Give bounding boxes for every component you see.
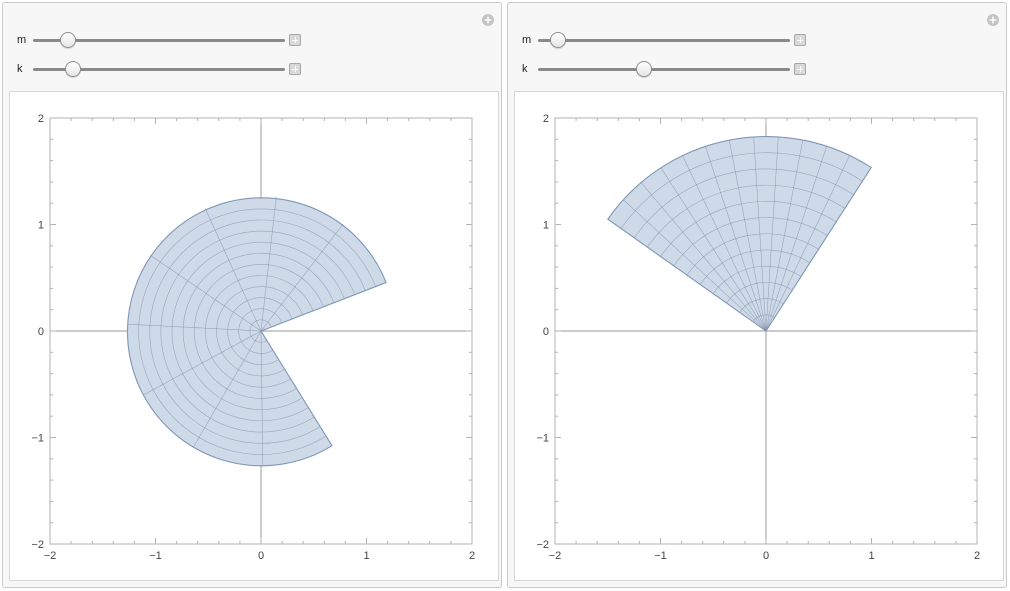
control-row-k: k: [508, 60, 828, 80]
mesh-ring: [149, 219, 366, 444]
mesh-ring: [249, 319, 272, 343]
control-row-m: m: [3, 31, 323, 51]
mesh-ring: [205, 275, 314, 388]
mesh-spoke: [765, 145, 828, 332]
slider-k[interactable]: [33, 60, 285, 80]
region-plot: −2 −1 0 1 2 2 1 0 −1 −2: [536, 113, 980, 562]
region-boundary: [607, 136, 872, 332]
mesh-ring: [193, 264, 324, 399]
mesh-spoke: [765, 136, 779, 332]
x-tick-label: −1: [149, 550, 162, 562]
x-tick-label: 1: [363, 550, 369, 562]
y-tick-label: 2: [543, 113, 549, 125]
slider-track: [33, 68, 285, 71]
plot-frame: −2 −1 0 1 2 2 1 0 −1 −2: [9, 91, 499, 581]
y-tick-label: 0: [543, 326, 549, 338]
slider-track: [33, 39, 285, 42]
x-tick-label: 2: [469, 550, 475, 562]
mesh-spoke: [204, 207, 262, 332]
x-tick-label: −2: [44, 550, 57, 562]
mesh-spoke: [753, 136, 767, 332]
x-tick-label: −2: [549, 550, 562, 562]
slider-label-m: m: [522, 34, 532, 46]
slider-k[interactable]: [538, 60, 790, 80]
x-tick-label: 1: [868, 550, 874, 562]
mesh-ring: [182, 253, 335, 410]
mesh-ring: [138, 208, 376, 455]
control-row-k: k: [3, 60, 323, 80]
mesh-spoke: [623, 199, 767, 332]
slider-thumb[interactable]: [550, 32, 567, 48]
region-fill: [607, 136, 872, 331]
slider-m[interactable]: [33, 31, 285, 51]
y-tick-label: −1: [31, 433, 44, 445]
slider-thumb[interactable]: [65, 61, 82, 77]
region-plot: −2 −1 0 1 2 2 1 0 −1 −2: [31, 113, 475, 562]
add-circle-icon[interactable]: [986, 13, 1000, 27]
slider-track: [538, 39, 790, 42]
add-circle-icon[interactable]: [481, 13, 495, 27]
slider-track: [538, 68, 790, 71]
region-fill: [127, 197, 387, 466]
y-tick-label: −2: [536, 539, 549, 551]
mesh-spoke: [260, 223, 344, 332]
mesh-spoke: [765, 155, 850, 332]
slider-label-k: k: [17, 63, 23, 75]
control-row-m: m: [508, 31, 828, 51]
mesh-spoke: [704, 145, 767, 332]
x-tick-label: 0: [763, 550, 769, 562]
expand-slider-button[interactable]: [289, 63, 301, 75]
slider-thumb[interactable]: [635, 61, 652, 77]
mesh-ring: [238, 308, 283, 354]
manipulate-panel-left: m k −2 −1 0 1 2 2 1 0: [2, 2, 502, 588]
expand-slider-button[interactable]: [794, 63, 806, 75]
mesh-ring: [227, 297, 293, 365]
mesh-spoke: [260, 196, 277, 332]
mesh-ring: [160, 230, 356, 433]
y-tick-label: −1: [536, 433, 549, 445]
x-tick-label: 2: [974, 550, 980, 562]
mesh-spoke: [765, 139, 804, 332]
y-tick-label: 1: [38, 220, 44, 232]
y-tick-label: 0: [38, 326, 44, 338]
mesh-spoke: [660, 167, 767, 332]
y-tick-label: 2: [38, 113, 44, 125]
expand-slider-button[interactable]: [289, 34, 301, 46]
mesh-spoke: [260, 330, 264, 467]
mesh-ring: [216, 286, 303, 377]
x-tick-label: 0: [258, 550, 264, 562]
mesh-spoke: [127, 323, 262, 332]
expand-slider-button[interactable]: [794, 34, 806, 46]
mesh-spoke: [192, 330, 262, 448]
y-tick-label: −2: [31, 539, 44, 551]
mesh-spoke: [682, 155, 767, 332]
y-tick-label: 1: [543, 220, 549, 232]
manipulate-panel-right: m k −2 −1 0 1 2 2 1 0: [507, 2, 1007, 588]
x-tick-label: −1: [654, 550, 667, 562]
slider-label-m: m: [17, 34, 27, 46]
region-boundary: [127, 197, 387, 467]
mesh-spoke: [728, 139, 767, 332]
slider-m[interactable]: [538, 31, 790, 51]
mesh-spoke: [149, 254, 262, 332]
slider-thumb[interactable]: [60, 32, 77, 48]
mesh-ring: [171, 241, 345, 422]
mesh-spoke: [640, 182, 767, 332]
mesh-spoke: [142, 330, 262, 396]
slider-label-k: k: [522, 63, 528, 75]
plot-frame: −2 −1 0 1 2 2 1 0 −1 −2: [514, 91, 1004, 581]
